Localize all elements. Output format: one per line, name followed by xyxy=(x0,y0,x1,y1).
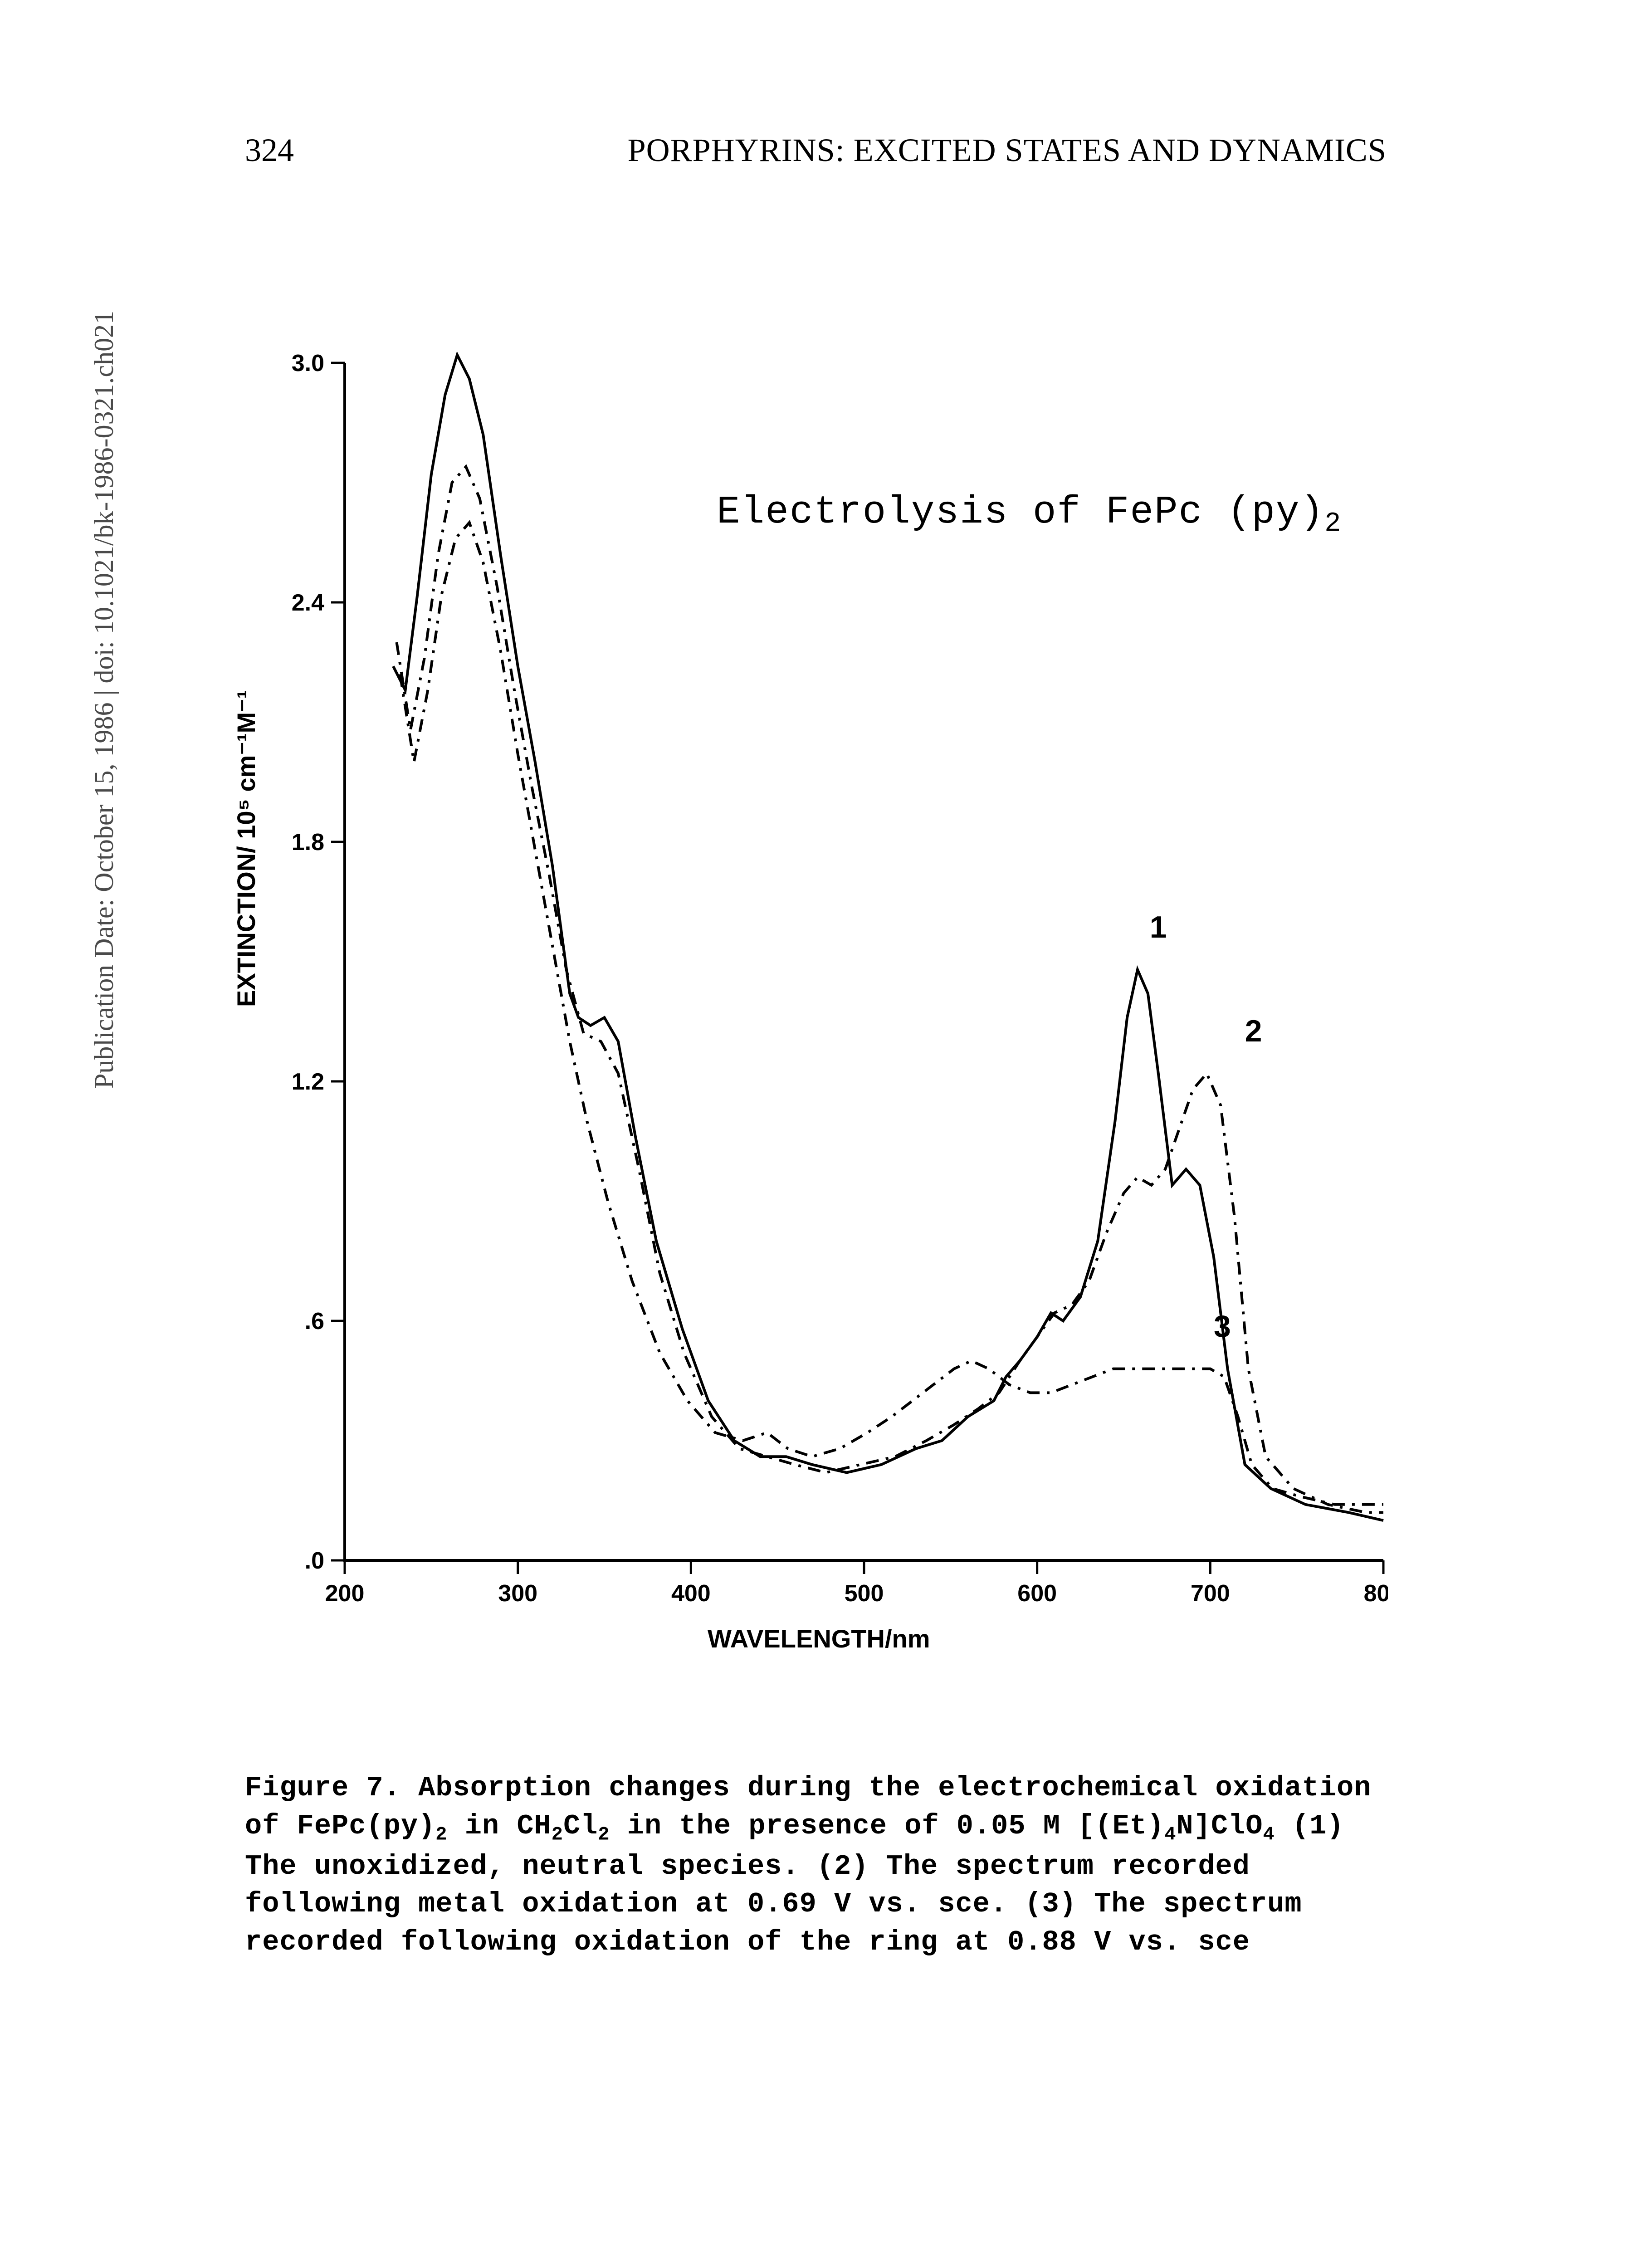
svg-text:500: 500 xyxy=(845,1580,884,1607)
y-axis-title: EXTINCTION/ 10⁵ cm⁻¹M⁻¹ xyxy=(231,690,261,1007)
caption-sub: 2 xyxy=(552,1823,563,1845)
svg-text:300: 300 xyxy=(498,1580,537,1607)
figure-caption: Figure 7. Absorption changes during the … xyxy=(245,1769,1379,1961)
caption-text: in the presence of 0.05 M [(Et) xyxy=(610,1810,1165,1842)
svg-text:.0: .0 xyxy=(305,1548,324,1574)
caption-sub: 2 xyxy=(598,1823,610,1845)
svg-text:3: 3 xyxy=(1214,1309,1231,1344)
caption-sub: 2 xyxy=(435,1823,447,1845)
caption-sub: 4 xyxy=(1263,1823,1275,1845)
svg-text:3.0: 3.0 xyxy=(292,350,324,376)
x-axis-title: WAVELENGTH/nm xyxy=(708,1624,930,1653)
caption-text: in CH xyxy=(448,1810,552,1842)
svg-text:1.2: 1.2 xyxy=(292,1069,324,1095)
svg-text:400: 400 xyxy=(671,1580,711,1607)
svg-text:2.4: 2.4 xyxy=(292,590,324,616)
running-head: PORPHYRINS: EXCITED STATES AND DYNAMICS xyxy=(628,132,1387,169)
caption-text: Cl xyxy=(563,1810,598,1842)
caption-sub: 4 xyxy=(1164,1823,1176,1845)
caption-fig-label: Figure 7. xyxy=(245,1772,401,1804)
chart-container: Electrolysis of FePc (py)2 .0.61.21.82.4… xyxy=(227,345,1388,1651)
svg-text:1.8: 1.8 xyxy=(292,829,324,855)
svg-text:800: 800 xyxy=(1364,1580,1388,1607)
page-number: 324 xyxy=(245,132,294,169)
caption-text: N]ClO xyxy=(1176,1810,1263,1842)
svg-text:600: 600 xyxy=(1017,1580,1057,1607)
chart-svg: .0 .6 1.2 1.8 2.4 3.0 200 300 400 500 600 700 800 1 2 3 xyxy=(227,345,1388,1651)
svg-text:.6: .6 xyxy=(305,1308,324,1334)
publication-sidebar: Publication Date: October 15, 1986 | doi… xyxy=(88,311,120,1089)
svg-text:1: 1 xyxy=(1150,910,1167,944)
svg-text:200: 200 xyxy=(325,1580,365,1607)
svg-text:2: 2 xyxy=(1245,1014,1262,1048)
svg-text:700: 700 xyxy=(1191,1580,1230,1607)
